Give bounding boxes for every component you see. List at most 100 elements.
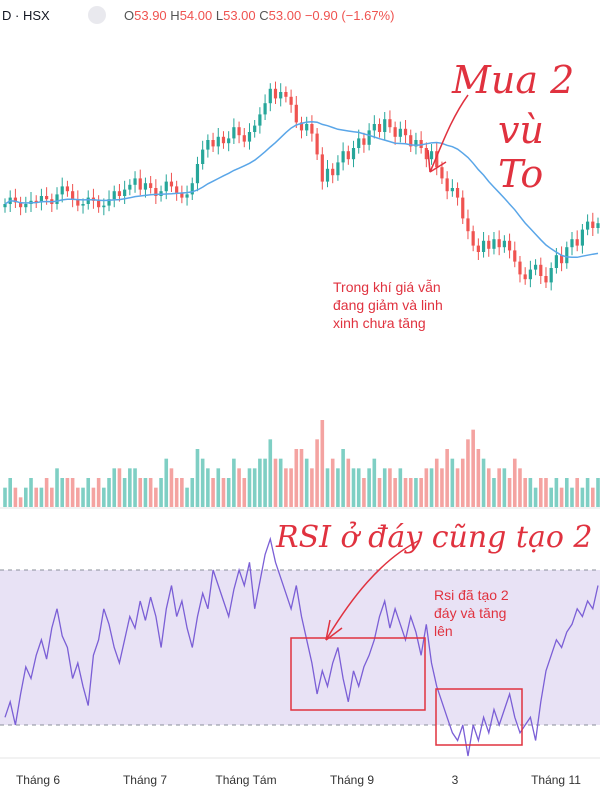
candle-body (97, 200, 101, 208)
indicator-toggle-icon[interactable] (88, 6, 106, 24)
time-axis-ticks: Tháng 6 Tháng 7 Tháng Tám Tháng 9 3 Tháng 11 (16, 773, 581, 787)
volume-bar (299, 449, 304, 507)
volume-bar (258, 458, 262, 507)
candle-body (481, 240, 486, 252)
rsi-box-1 (290, 637, 426, 711)
volume-bar (538, 478, 543, 507)
volume-bar (341, 449, 345, 507)
rsi-note: Rsi đã tạo 2 đáy và tăng lên (434, 586, 509, 640)
candle-body (596, 223, 600, 228)
candle-body (216, 136, 220, 147)
volume-bar (523, 478, 527, 507)
candle-body (513, 250, 517, 262)
high-value: 54.00 (179, 8, 213, 23)
candle-body (169, 181, 174, 187)
volume-bar (544, 478, 548, 507)
candle-body (565, 247, 569, 264)
candle-body (351, 148, 356, 160)
volume-bar (486, 468, 491, 507)
candle-body (24, 204, 28, 208)
volume-bar (86, 478, 91, 507)
candle-body (273, 88, 278, 99)
candle-body (253, 125, 257, 132)
arrow-top (429, 94, 469, 173)
candle-body (383, 119, 387, 132)
volume-bar (434, 458, 439, 507)
candle-body (65, 186, 70, 192)
candle-body (528, 269, 532, 280)
volume-bar (232, 458, 236, 507)
volume-bar (159, 478, 163, 507)
low-value: 53.00 (223, 8, 256, 23)
volume-bar (289, 468, 293, 507)
volume-bar (440, 468, 444, 507)
volume-bar (180, 478, 184, 507)
candle-body (591, 221, 595, 228)
candle-body (294, 104, 298, 123)
candle-body (320, 154, 324, 182)
candle-body (331, 168, 335, 176)
volume-bar (44, 478, 49, 507)
candle-body (372, 124, 376, 131)
volume-bar (278, 458, 283, 507)
rsi-line (4, 536, 599, 757)
volume-bar (3, 487, 7, 507)
candle-body (242, 135, 246, 142)
candle-body (258, 114, 262, 126)
candle-body (149, 183, 153, 188)
time-axis-tick-label: Tháng 9 (330, 773, 374, 787)
volume-bar (8, 478, 13, 507)
arrow-top-head (427, 149, 447, 173)
volume-bar (372, 458, 377, 507)
volume-bar (585, 478, 590, 507)
volume-bar (471, 429, 475, 507)
open-value: 53.90 (134, 8, 167, 23)
candle-body (585, 221, 590, 230)
candle-body (164, 181, 168, 192)
volume-bar (50, 487, 54, 507)
volume-bar (481, 458, 486, 507)
volume-bar (190, 478, 195, 507)
candle-body (81, 204, 85, 206)
candle-body (580, 229, 584, 246)
volume-bar (460, 458, 465, 507)
candle-body (128, 184, 132, 190)
candle-body (523, 274, 527, 280)
volume-bar (507, 478, 512, 507)
volume-bar (76, 487, 80, 507)
volume-bar (117, 468, 122, 507)
candle-body (237, 127, 241, 136)
candle-body (107, 199, 111, 206)
volume-bar (237, 468, 241, 507)
volume-bar (91, 487, 96, 507)
candle-body (539, 264, 543, 276)
candle-body (289, 96, 293, 105)
volume-bar (580, 487, 585, 507)
candle-body (211, 140, 215, 147)
volume-group (3, 420, 600, 507)
volume-bar (518, 468, 522, 507)
candle-body (133, 178, 137, 185)
candle-body (455, 188, 460, 198)
volume-bar (497, 468, 501, 507)
volume-bar (455, 468, 460, 507)
candle-body (336, 162, 340, 176)
volume-bar (367, 468, 371, 507)
volume-bar (60, 478, 65, 507)
time-axis-tick-label: 3 (452, 773, 459, 787)
candle-body (279, 92, 283, 99)
volume-bar (596, 478, 600, 507)
candle-body (450, 188, 454, 192)
volume-bar (424, 468, 429, 507)
price-note: Trong khí giá vẫn đang giảm và linh xinh… (333, 278, 443, 332)
candle-body (185, 194, 189, 198)
volume-bar (226, 478, 231, 507)
candle-body (461, 197, 465, 219)
candle-body (492, 239, 496, 249)
candle-body (398, 128, 402, 137)
candle-body (393, 127, 397, 137)
volume-bar (211, 478, 215, 507)
volume-bar (39, 487, 44, 507)
candle-body (138, 178, 142, 190)
candle-body (221, 136, 226, 144)
